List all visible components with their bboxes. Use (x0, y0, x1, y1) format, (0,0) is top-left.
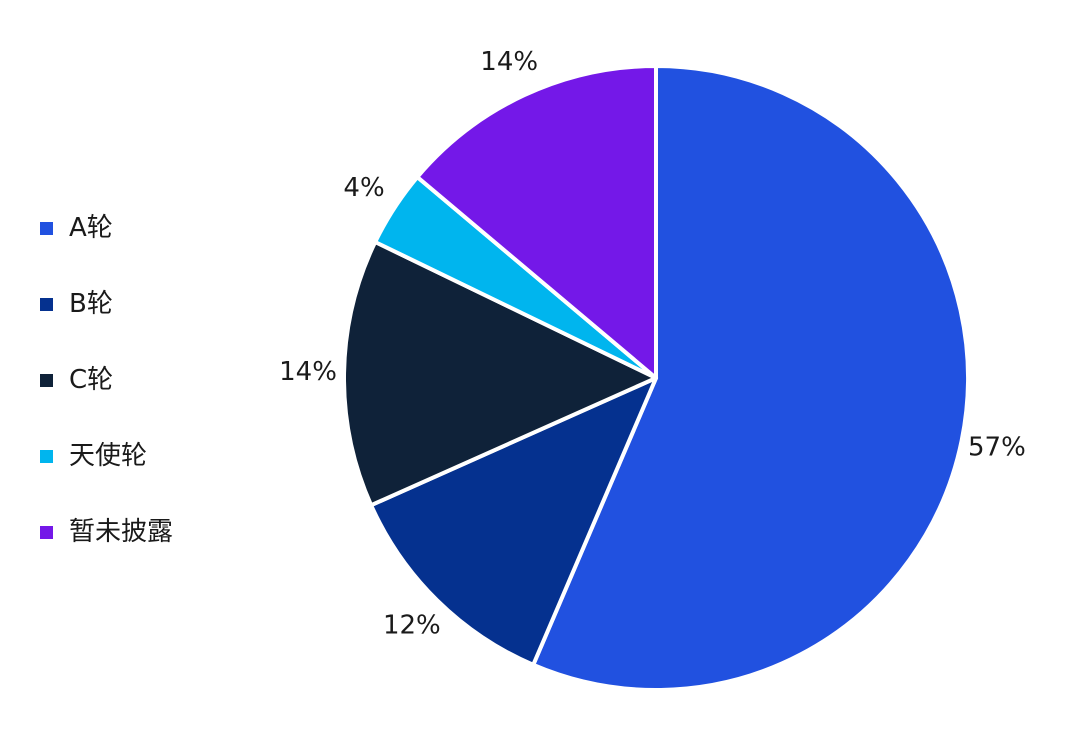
legend-label-c-round: C轮 (69, 365, 114, 395)
legend-swatch-angel-round (40, 449, 53, 463)
legend-item-c-round: C轮 (40, 342, 260, 418)
legend-label-undisclosed: 暂未披露 (69, 517, 174, 547)
pie-label-angel-round: 4% (343, 173, 384, 203)
legend-swatch-c-round (40, 373, 53, 387)
legend-label-b-round: B轮 (69, 289, 113, 319)
pie-slice-c-round (342, 240, 658, 508)
pie-label-undisclosed: 14% (480, 47, 538, 77)
legend-item-angel-round: 天使轮 (40, 418, 260, 494)
legend-item-undisclosed: 暂未披露 (40, 494, 260, 570)
legend: A轮 B轮 C轮 天使轮 暂未披露 (40, 190, 260, 570)
pie-slice-undisclosed (415, 64, 658, 380)
legend-swatch-undisclosed (40, 525, 53, 539)
pie-label-c-round: 14% (279, 357, 337, 387)
legend-label-angel-round: 天使轮 (69, 441, 148, 471)
pie-label-b-round: 12% (383, 610, 441, 640)
legend-label-a-round: A轮 (69, 213, 113, 243)
pie-label-a-round: 57% (968, 432, 1026, 462)
legend-swatch-a-round (40, 221, 53, 235)
pie-slice-b-round (369, 376, 658, 667)
pie-slice-a-round (531, 64, 970, 692)
legend-item-a-round: A轮 (40, 190, 260, 266)
legend-item-b-round: B轮 (40, 266, 260, 342)
legend-swatch-b-round (40, 297, 53, 311)
